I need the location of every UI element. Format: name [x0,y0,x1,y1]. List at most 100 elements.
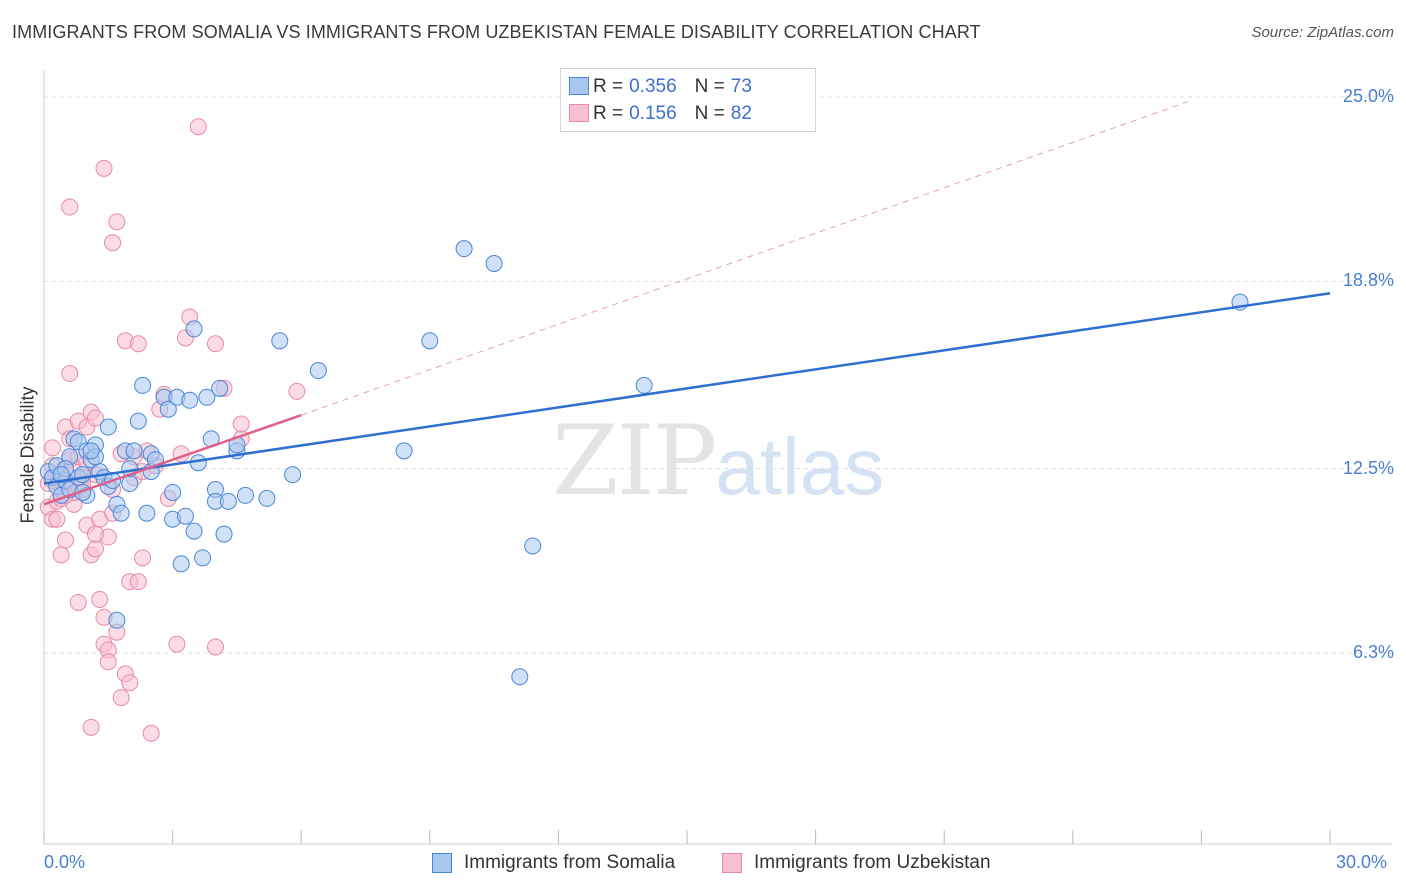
somalia-point [395,442,413,460]
somalia-point [309,362,327,380]
uzbekistan-point [112,689,130,707]
uzbekistan-trend-extended [301,99,1193,416]
legend-row-uzbekistan: R = 0.156 N = 82 [569,102,752,126]
grid [44,96,1392,654]
axes [43,70,1392,845]
trend-lines [43,99,1331,506]
uzbekistan-point [121,674,139,692]
somalia-point [215,525,233,543]
uzbekistan-point [48,510,66,528]
somalia-point [219,492,237,510]
somalia-point [172,555,190,573]
watermark-atlas: atlas [715,422,885,511]
legend-r-uzbekistan: 0.156 [629,103,677,124]
bottom-legend-uzbekistan: Immigrants from Uzbekistan [722,852,991,874]
y-tick-label: 12.5% [1342,457,1394,478]
somalia-point [125,442,143,460]
somalia-point [511,668,529,686]
uzbekistan-trend-line [43,413,302,506]
somalia-point [121,475,139,493]
somalia-point [74,466,92,484]
legend-r-label: R = [593,76,624,97]
somalia-point [421,332,439,350]
somalia-point [129,412,147,430]
somalia-point [99,418,117,436]
somalia-point [108,611,126,629]
y-tick-label: 25.0% [1342,86,1394,106]
uzbekistan-point [69,593,87,611]
y-axis-label: Female Disability [17,386,38,524]
uzbekistan-point [86,540,104,558]
somalia-point [134,376,152,394]
uzbekistan-point [108,213,126,231]
bottom-legend-swatch-uzbekistan [722,853,742,873]
bottom-legend-label-somalia: Immigrants from Somalia [464,852,676,873]
somalia-point [82,442,100,460]
somalia-point [258,489,276,507]
somalia-point [485,255,503,273]
somalia-point [198,388,216,406]
somalia-point [185,320,203,338]
somalia-point [635,376,653,394]
uzbekistan-point [82,718,100,736]
uzbekistan-point [95,159,113,177]
somalia-point [236,486,254,504]
bottom-legend-swatch-somalia [432,853,452,873]
uzbekistan-point [56,531,74,549]
somalia-point [159,400,177,418]
legend-r-somalia: 0.356 [629,76,677,97]
legend-swatch-uzbekistan [569,104,589,122]
legend-n-uzbekistan: 82 [730,103,752,124]
somalia-trend-line [43,291,1331,485]
x-tick-label-max: 30.0% [1336,852,1388,872]
x-tick-label-min: 0.0% [44,852,86,872]
y-tick-label: 6.3% [1352,642,1394,662]
uzbekistan-point [86,525,104,543]
watermark-zip: ZIP [552,405,717,517]
uzbekistan-points [39,118,306,742]
legend-r-label: R = [593,103,624,124]
somalia-point [112,504,130,522]
somalia-point [271,332,289,350]
somalia-point [164,483,182,501]
uzbekistan-point [52,546,70,564]
uzbekistan-point [142,724,160,742]
uzbekistan-point [189,118,207,136]
legend-n-label: N = [694,76,725,97]
chart-source: Source: ZipAtlas.com [1251,24,1394,41]
legend-swatch-somalia [569,77,589,95]
somalia-point [181,391,199,409]
uzbekistan-point [288,382,306,400]
somalia-points [39,240,1249,686]
uzbekistan-point [99,653,117,671]
somalia-point [194,549,212,567]
watermark: ZIPatlas [552,405,884,517]
chart-title: IMMIGRANTS FROM SOMALIA VS IMMIGRANTS FR… [12,22,981,42]
somalia-point [211,379,229,397]
bottom-legend-label-uzbekistan: Immigrants from Uzbekistan [754,852,991,873]
uzbekistan-point [129,335,147,353]
uzbekistan-point [206,638,224,656]
uzbekistan-point [134,549,152,567]
legend-n-label: N = [694,103,725,124]
somalia-point [524,537,542,555]
uzbekistan-point [232,415,250,433]
bottom-legend-somalia: Immigrants from Somalia [432,852,675,874]
somalia-point [176,507,194,525]
legend: R = 0.356 N = 73 R = 0.156 N = 82 [560,68,816,132]
somalia-point [138,504,156,522]
y-tick-label: 18.8% [1342,270,1394,291]
somalia-point [185,522,203,540]
uzbekistan-point [91,590,109,608]
legend-row-somalia: R = 0.356 N = 73 [569,75,752,99]
legend-n-somalia: 73 [730,76,752,97]
uzbekistan-point [61,198,79,216]
uzbekistan-point [86,409,104,427]
uzbekistan-point [206,335,224,353]
somalia-point [455,240,473,258]
uzbekistan-point [61,365,79,383]
somalia-point [284,466,302,484]
somalia-point [52,466,70,484]
uzbekistan-point [44,439,62,457]
uzbekistan-point [129,573,147,591]
